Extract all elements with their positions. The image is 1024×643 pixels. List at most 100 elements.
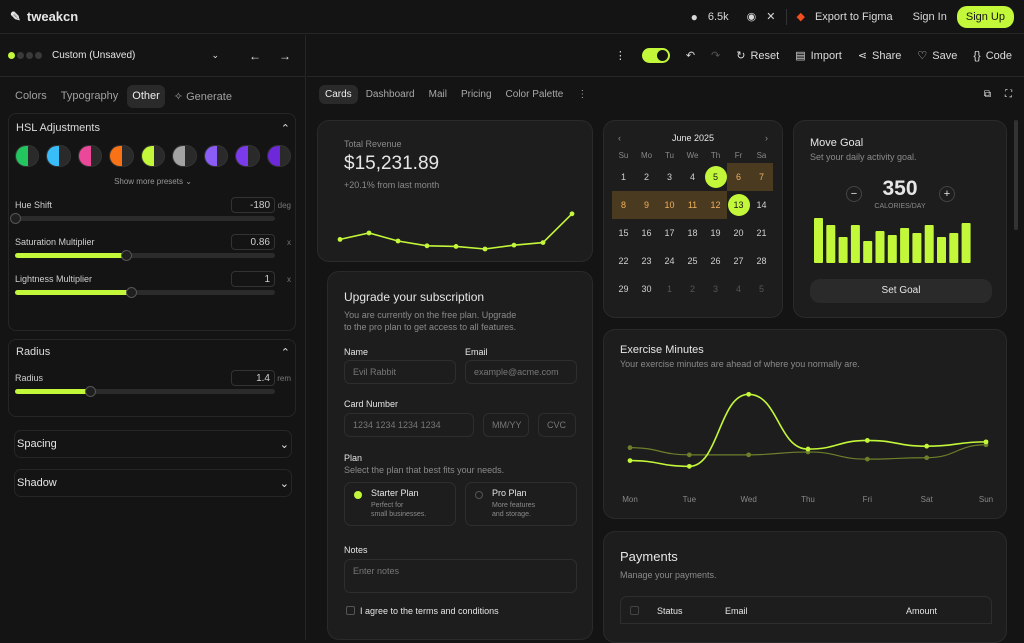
calendar-day[interactable]: 16 [641,228,652,238]
calendar-day[interactable]: 4 [689,172,695,182]
calendar-day[interactable]: 23 [641,256,652,266]
revenue-point[interactable] [337,237,343,242]
export-figma-button[interactable]: Export to Figma [814,10,893,23]
preset-swatch[interactable] [77,145,103,167]
pro-plan-option[interactable]: Pro Plan More features and storage. [465,482,577,526]
fullscreen-icon[interactable]: ⛶ [1005,89,1012,100]
undo-icon[interactable]: ↶ [685,50,696,62]
prev-theme-button[interactable]: ← [249,48,261,63]
tab-other[interactable]: Other [127,85,165,108]
calendar-day[interactable]: 1 [620,172,626,182]
github-icon[interactable]: ● [690,9,698,24]
current-point[interactable] [983,439,989,445]
col-email[interactable]: Email [725,606,748,616]
set-goal-button[interactable]: Set Goal [810,279,992,303]
tab-cards[interactable]: Cards [319,85,358,104]
tab-color-palette[interactable]: Color Palette [505,89,564,100]
calendar-day[interactable]: 14 [756,200,767,210]
calendar-day[interactable]: 19 [710,228,721,238]
spacing-section[interactable]: Spacing ⌄ [14,430,292,458]
x-icon[interactable]: ✕ [766,11,776,23]
prev-month-button[interactable]: ‹ [618,133,621,143]
lightness-input[interactable]: 1 [231,271,275,287]
calendar-day[interactable]: 5 [758,284,764,294]
calendar-day[interactable]: 27 [733,256,744,266]
tab-colors[interactable]: Colors [15,90,47,102]
notes-textarea[interactable]: Enter notes [344,559,577,593]
radius-slider[interactable] [15,386,275,397]
preset-swatch[interactable] [109,145,134,167]
next-theme-button[interactable]: → [279,48,291,63]
calendar-day[interactable]: 3 [712,284,718,294]
average-point[interactable] [627,445,633,451]
hue-shift-slider[interactable] [10,213,275,224]
dark-mode-toggle[interactable] [641,48,670,63]
calendar-day[interactable]: 20 [733,228,744,238]
reset-button[interactable]: ↻ Reset [736,49,779,63]
calendar-day[interactable]: 10 [658,191,681,219]
radius-thumb[interactable] [84,386,96,397]
expiry-input[interactable]: MM/YY [483,413,529,437]
lightness-thumb[interactable] [125,287,137,298]
revenue-point[interactable] [482,246,488,252]
name-input[interactable]: Evil Rabbit [344,360,456,384]
calendar-day[interactable]: 3 [666,172,672,182]
increase-button[interactable]: + [939,186,955,202]
chevron-down-icon[interactable]: ⌄ [211,50,219,60]
calendar-day[interactable]: 9 [635,191,658,219]
calendar-day[interactable]: 21 [756,228,767,238]
current-point[interactable] [686,463,692,469]
revenue-point[interactable] [424,243,430,249]
hue-shift-thumb[interactable] [10,213,21,224]
revenue-point[interactable] [511,242,517,248]
calendar-day[interactable]: 4 [735,284,741,294]
calendar-day[interactable]: 22 [618,256,629,266]
average-point[interactable] [864,456,870,462]
github-stars[interactable]: 6.5k [707,10,729,23]
revenue-point[interactable] [395,238,401,244]
starter-plan-option[interactable]: Starter Plan Perfect for small businesse… [344,482,456,526]
logo[interactable]: ✎ tweakcn [10,9,78,25]
revenue-point[interactable] [569,211,575,217]
saturation-thumb[interactable] [120,250,132,261]
next-month-button[interactable]: › [764,133,768,143]
inspect-icon[interactable]: ⧉ [983,89,991,100]
calendar-day[interactable]: 24 [664,256,675,266]
calendar-day[interactable]: 30 [641,284,652,294]
show-more-presets[interactable]: Show more presets ⌄ [114,177,192,186]
sign-in-button[interactable]: Sign In [912,10,947,23]
calendar-day[interactable]: 8 [612,191,635,219]
preset-swatch[interactable] [235,145,260,167]
shadow-section[interactable]: Shadow ⌄ [14,469,292,497]
preset-swatch[interactable] [46,145,71,167]
calendar-day[interactable]: 29 [618,284,629,294]
calendar-day[interactable]: 18 [687,228,698,238]
calendar-day[interactable]: 11 [681,191,704,219]
email-input[interactable]: example@acme.com [465,360,577,384]
save-button[interactable]: ♡ Save [917,49,957,63]
saturation-input[interactable]: 0.86 [231,234,275,250]
average-point[interactable] [924,455,930,461]
sign-up-button[interactable]: Sign Up [956,5,1014,28]
card-number-input[interactable]: 1234 1234 1234 1234 [344,413,474,437]
tab-dashboard[interactable]: Dashboard [365,89,415,100]
preset-swatch[interactable] [140,145,166,167]
calendar-day[interactable]: 2 [643,172,649,182]
terms-checkbox[interactable] [346,606,355,615]
preset-swatch[interactable] [203,145,229,167]
revenue-point[interactable] [453,244,459,249]
scrollbar[interactable] [1014,120,1018,230]
redo-icon[interactable]: ↷ [711,50,721,62]
current-point[interactable] [746,391,752,397]
discord-icon[interactable]: ◉ [746,11,757,23]
revenue-point[interactable] [366,230,372,236]
average-point[interactable] [686,452,692,458]
chevron-up-icon[interactable]: ⌃ [280,122,290,135]
col-status[interactable]: Status [657,606,683,616]
decrease-button[interactable]: − [846,186,862,202]
calendar-day[interactable]: 15 [618,228,629,238]
hue-shift-input[interactable]: -180 [231,197,275,213]
more-tabs-icon[interactable]: ⋮ [577,89,588,100]
calendar-day[interactable]: 5 [704,163,727,191]
revenue-point[interactable] [540,240,546,245]
